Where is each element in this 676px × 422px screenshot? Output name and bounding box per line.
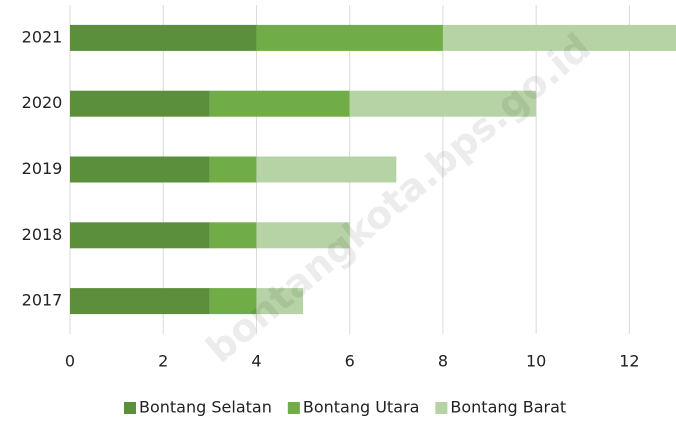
bar-segment <box>256 222 350 249</box>
y-tick-label: 2021 <box>22 27 63 46</box>
bar-segment <box>209 222 257 249</box>
bar-segment <box>70 288 210 315</box>
bar-segment <box>349 90 537 117</box>
watermark: bontangkota.bps.go.id <box>198 25 599 371</box>
x-tick-label: 4 <box>251 352 261 371</box>
bar-segment <box>256 24 443 51</box>
legend-label: Bontang Selatan <box>139 398 272 417</box>
bar-segment <box>209 288 257 315</box>
bar-segment <box>70 90 210 117</box>
bar-segment <box>70 24 257 51</box>
legend-swatch <box>124 402 136 414</box>
legend-swatch <box>435 402 448 414</box>
y-tick-label: 2017 <box>22 291 63 310</box>
y-tick-label: 2020 <box>22 93 63 112</box>
y-tick-label: 2018 <box>22 225 63 244</box>
legend-label: Bontang Utara <box>303 398 420 417</box>
x-tick-label: 6 <box>345 352 355 371</box>
x-tick-label: 0 <box>65 352 75 371</box>
bar-segment <box>256 156 397 183</box>
bar-segment <box>209 156 257 183</box>
bar-segment <box>70 222 210 249</box>
legend-swatch <box>287 402 300 414</box>
bar-segment <box>442 24 676 51</box>
x-tick-label: 10 <box>526 352 546 371</box>
x-tick-label: 12 <box>619 352 639 371</box>
x-tick-label: 2 <box>158 352 168 371</box>
y-tick-label: 2019 <box>22 159 63 178</box>
bar-segment <box>256 288 304 315</box>
legend-label: Bontang Barat <box>450 398 566 417</box>
bar-segment <box>70 156 210 183</box>
x-tick-label: 8 <box>438 352 448 371</box>
bar-segment <box>209 90 350 117</box>
